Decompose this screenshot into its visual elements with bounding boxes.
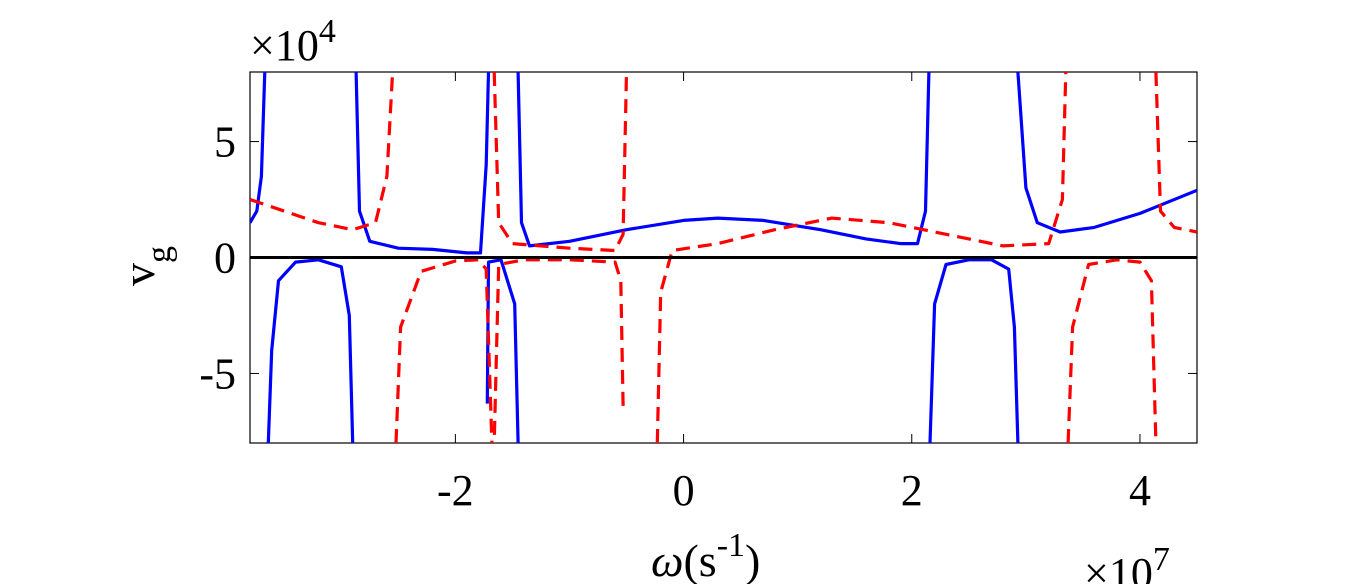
x-axis-label: ω(s-1)	[651, 527, 760, 584]
series-dashed-line	[250, 72, 395, 232]
y-axis-label: vg	[113, 246, 178, 286]
x-tick-label: -2	[437, 466, 474, 515]
x-tick-label: 2	[901, 466, 923, 515]
series-solid-line	[928, 258, 1020, 443]
series-solid-line	[266, 258, 355, 443]
series-dashed-line	[492, 72, 629, 253]
tick-labels: -2 0 2 4 -5 0 5	[199, 118, 1151, 515]
y-multiplier: ×104	[250, 13, 336, 70]
ticks	[250, 72, 1197, 443]
series-dashed-line	[1066, 258, 1158, 443]
x-multiplier: ×107	[1084, 541, 1170, 584]
y-tick-label: 5	[214, 118, 236, 167]
series-solid-line	[1016, 72, 1197, 234]
series-dashed-line	[394, 258, 494, 443]
y-tick-label: -5	[199, 349, 236, 398]
series-solid-line	[354, 72, 491, 255]
series-solid-line	[250, 72, 267, 224]
y-tick-label: 0	[214, 234, 236, 283]
x-tick-label: 0	[673, 466, 695, 515]
x-tick-label: 4	[1129, 466, 1151, 515]
series-dashed-line	[1154, 72, 1197, 234]
